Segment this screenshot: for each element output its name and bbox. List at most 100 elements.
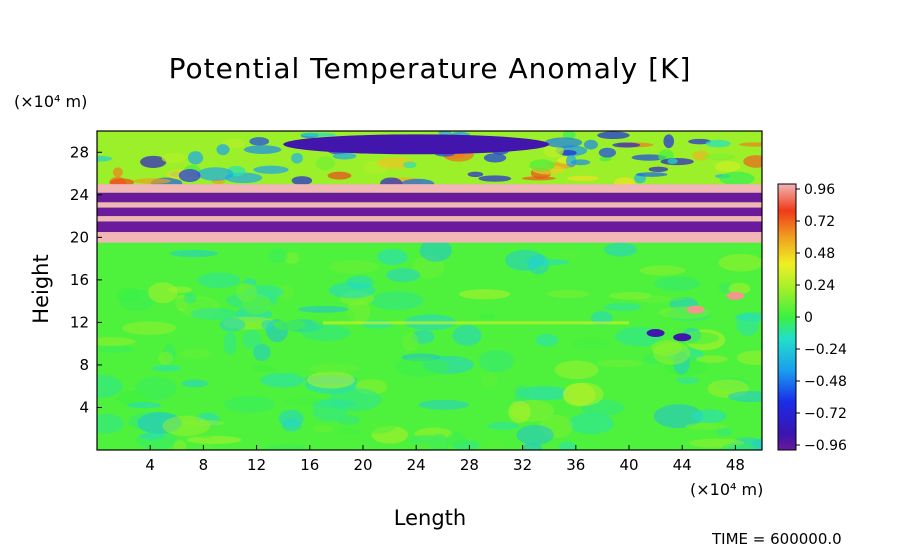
colorbar-tick-label: −0.96 [804,438,847,454]
anomaly-patch [486,422,520,430]
x-tick-label: 36 [566,456,585,474]
anomaly-spot [726,291,745,300]
upper-anomaly [648,166,669,173]
anomaly-patch [568,412,614,435]
anomaly-patch [328,260,379,274]
anomaly-patch [604,242,637,257]
anomaly-patch [198,443,215,450]
upper-anomaly [300,132,337,137]
x-axis-ticks: 4 8 12 16 20 24 28 32 36 40 44 48 [145,445,745,474]
anomaly-patch [653,404,703,429]
y-tick-label: 24 [70,186,89,204]
upper-anomaly [253,165,289,174]
colorbar-tick-label: 0.72 [804,214,835,230]
anomaly-patch [272,319,307,331]
x-tick-label: 24 [407,456,426,474]
anomaly-patch [169,249,219,258]
anomaly-patch [696,355,728,363]
colorbar-ticks: 0.96 0.72 0.48 0.24 0 −0.24 −0.48 −0.72 −0.96 [796,182,847,454]
anomaly-patch [338,428,362,435]
anomaly-patch [97,374,123,399]
colorbar-tick-label: 0 [804,310,813,326]
y-tick-label: 4 [79,398,89,416]
upper-anomaly [97,155,113,162]
anomaly-patch [676,376,700,384]
upper-anomaly [403,161,417,169]
upper-anomaly [635,172,668,177]
band-4 [97,207,762,217]
upper-anomaly [714,161,741,173]
x-tick-label: 12 [247,456,266,474]
anomaly-patch [716,427,732,437]
heatmap-plot-area [97,131,762,450]
band-5 [97,202,762,208]
colorbar-tick-label: −0.48 [804,374,847,390]
upper-anomaly [599,156,612,162]
y-tick-label: 8 [79,356,89,374]
upper-anomaly [562,131,576,140]
upper-anomaly [249,137,270,146]
anomaly-patch [283,396,321,406]
upper-anomaly [719,171,755,186]
anomaly-patch [446,432,466,447]
anomaly-patch [313,425,333,433]
anomaly-patch [727,391,762,403]
y-tick-label: 12 [70,313,89,331]
x-tick-label: 44 [673,456,692,474]
anomaly-patch [404,434,448,450]
x-axis-label: Length [393,506,467,530]
upper-anomaly [483,153,507,163]
anomaly-patch [571,337,611,350]
anomaly-patch [241,293,272,315]
anomaly-patch [307,371,355,389]
anomaly-patch [535,333,559,347]
anomaly-spot [646,329,665,338]
upper-anomaly [315,156,336,171]
y-tick-label: 20 [70,228,89,246]
anomaly-patch [97,337,136,346]
upper-anomaly [570,159,591,166]
x-axis-unit: (×10⁴ m) [690,480,764,499]
anomaly-patch [219,317,246,332]
y-tick-label: 16 [70,271,89,289]
band-6 [97,192,762,203]
upper-anomaly [197,167,234,181]
anomaly-patch [478,350,515,373]
band-8 [283,134,550,155]
anomaly-patch [158,351,174,365]
upper-anomaly [705,139,731,148]
anomaly-patch [242,329,262,350]
x-tick-label: 32 [513,456,532,474]
time-footer: TIME = 600000.0 [712,530,842,548]
x-tick-label: 16 [300,456,319,474]
upper-anomaly [478,175,512,182]
upper-anomaly [703,153,736,161]
upper-anomaly [243,145,282,154]
anomaly-patch [223,331,237,356]
anomaly-patch [97,413,124,434]
upper-anomaly [688,138,712,145]
anomaly-patch [508,400,531,424]
upper-anomaly [133,178,171,184]
anomaly-patch [312,399,348,422]
upper-anomaly [291,152,303,164]
upper-anomaly [438,131,452,136]
y-axis-unit: (×10⁴ m) [14,92,88,111]
x-tick-label: 28 [460,456,479,474]
anomaly-patch [117,390,153,406]
colorbar-tick-label: 0.96 [804,182,835,198]
anomaly-patch [736,350,762,366]
anomaly-patch [261,319,275,330]
anomaly-patch [458,289,511,300]
anomaly-patch [692,409,727,423]
upper-anomaly [332,152,357,160]
anomaly-patch [190,307,238,320]
band-3 [97,216,762,222]
anomaly-patch [260,372,305,388]
upper-anomaly [327,171,352,180]
anomaly-patch [139,432,165,440]
anomaly-patch [278,284,294,300]
anomaly-patch [402,332,419,352]
x-tick-label: 40 [619,456,638,474]
anomaly-patch [98,346,135,353]
